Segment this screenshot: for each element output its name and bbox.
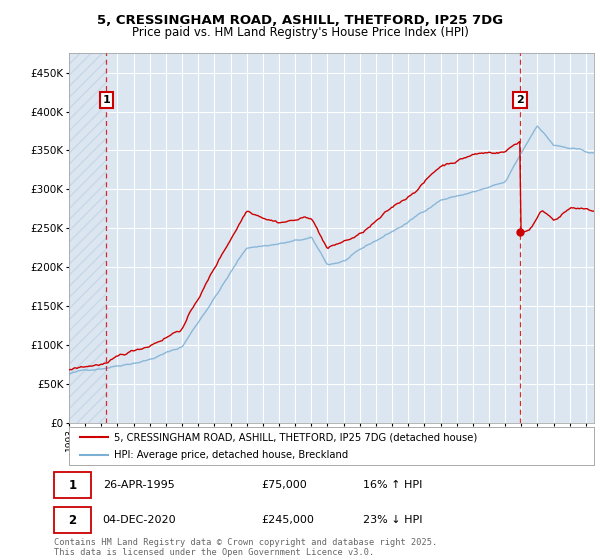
Bar xyxy=(69,53,106,423)
Text: 2: 2 xyxy=(516,95,524,105)
Text: 1: 1 xyxy=(68,479,77,492)
Text: 16% ↑ HPI: 16% ↑ HPI xyxy=(363,480,422,490)
Text: 23% ↓ HPI: 23% ↓ HPI xyxy=(363,515,422,525)
Text: 5, CRESSINGHAM ROAD, ASHILL, THETFORD, IP25 7DG: 5, CRESSINGHAM ROAD, ASHILL, THETFORD, I… xyxy=(97,14,503,27)
Text: 04-DEC-2020: 04-DEC-2020 xyxy=(103,515,176,525)
Text: Price paid vs. HM Land Registry's House Price Index (HPI): Price paid vs. HM Land Registry's House … xyxy=(131,26,469,39)
FancyBboxPatch shape xyxy=(55,507,91,534)
Text: £245,000: £245,000 xyxy=(261,515,314,525)
Text: HPI: Average price, detached house, Breckland: HPI: Average price, detached house, Brec… xyxy=(113,450,348,460)
Text: Contains HM Land Registry data © Crown copyright and database right 2025.
This d: Contains HM Land Registry data © Crown c… xyxy=(54,538,437,557)
Text: 2: 2 xyxy=(68,514,77,527)
Text: 26-APR-1995: 26-APR-1995 xyxy=(103,480,175,490)
Text: £75,000: £75,000 xyxy=(261,480,307,490)
Text: 1: 1 xyxy=(103,95,110,105)
FancyBboxPatch shape xyxy=(55,472,91,498)
Text: 5, CRESSINGHAM ROAD, ASHILL, THETFORD, IP25 7DG (detached house): 5, CRESSINGHAM ROAD, ASHILL, THETFORD, I… xyxy=(113,432,477,442)
